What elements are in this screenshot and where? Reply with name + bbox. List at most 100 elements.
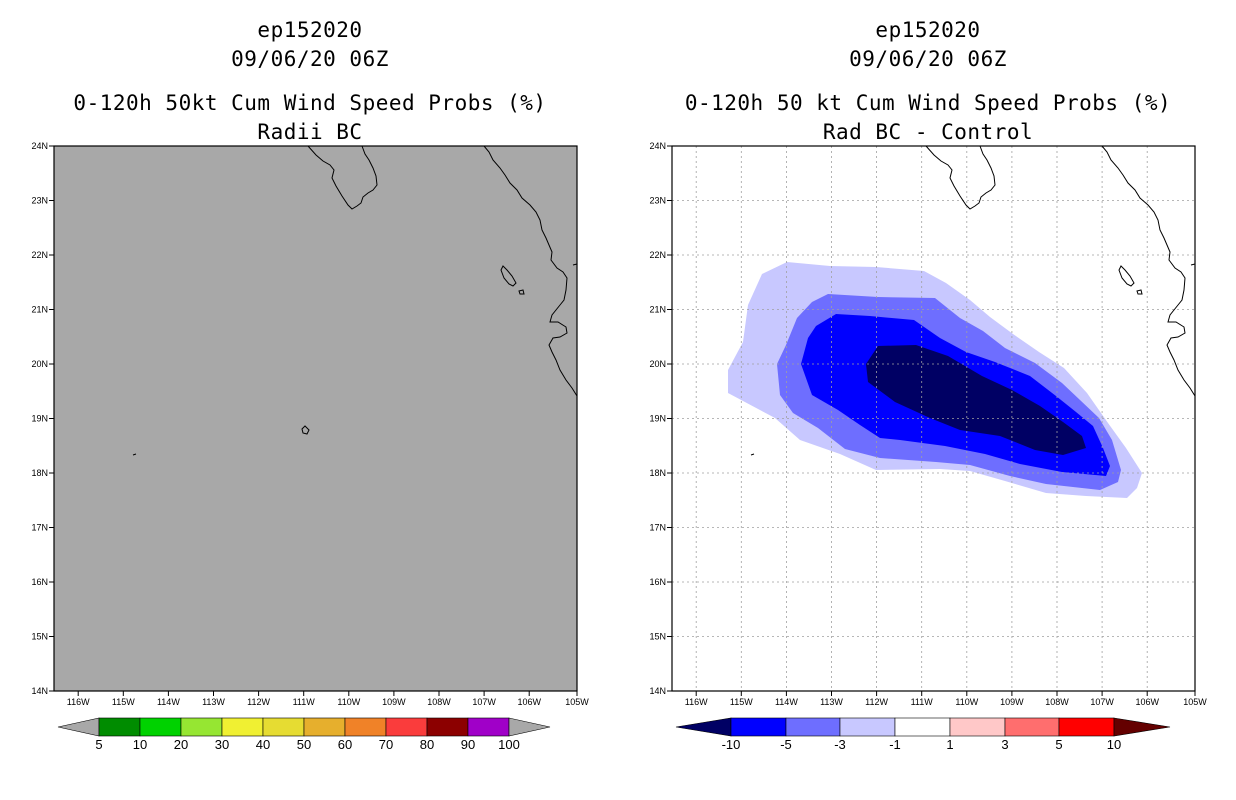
lat-label: 15N	[31, 632, 48, 642]
cb-left-arrow-low	[57, 717, 100, 737]
cb-label: 90	[461, 737, 475, 752]
lon-label: 106W	[1135, 697, 1159, 707]
lon-label: 114W	[775, 697, 798, 707]
cb-label: 70	[379, 737, 393, 752]
right-title-subtitle: Rad BC - Control	[822, 120, 1034, 144]
cb-swatch	[949, 717, 1006, 737]
right-lon-labels: 116W 115W 114W 113W 112W 111W 110W 109W …	[685, 697, 1207, 707]
lon-label: 109W	[1000, 697, 1024, 707]
lat-label: 15N	[649, 632, 666, 642]
cb-swatch	[262, 717, 305, 737]
cb-label: 80	[420, 737, 434, 752]
cb-swatch	[98, 717, 141, 737]
lat-label: 19N	[649, 414, 666, 424]
cb-label: 5	[95, 737, 102, 752]
lat-label: 24N	[31, 141, 48, 151]
right-title-storm-id: ep152020	[875, 18, 981, 42]
cb-swatch	[385, 717, 428, 737]
cb-swatch	[730, 717, 787, 737]
left-title-datetime: 09/06/20 06Z	[231, 47, 389, 71]
lon-label: 111W	[293, 697, 316, 707]
cb-swatch	[1004, 717, 1060, 737]
lat-label: 18N	[31, 468, 48, 478]
cb-swatch	[894, 717, 951, 737]
lon-label: 105W	[1183, 697, 1207, 707]
lat-label: 22N	[649, 250, 666, 260]
cb-label: 10	[1107, 737, 1121, 752]
lon-label: 116W	[685, 697, 708, 707]
lon-label: 116W	[67, 697, 90, 707]
lon-label: 105W	[565, 697, 589, 707]
left-lat-labels: 24N 23N 22N 21N 20N 19N 18N 17N 16N 15N …	[31, 141, 48, 696]
lon-label: 108W	[1045, 697, 1069, 707]
cb-swatch	[180, 717, 223, 737]
left-colorbar	[57, 717, 551, 737]
lat-label: 17N	[31, 523, 48, 533]
lat-label: 14N	[649, 686, 666, 696]
lon-label: 111W	[911, 697, 934, 707]
cb-swatch	[139, 717, 182, 737]
right-lat-labels: 24N 23N 22N 21N 20N 19N 18N 17N 16N 15N …	[649, 141, 666, 696]
cb-label: 1	[946, 737, 953, 752]
lon-label: 112W	[865, 697, 888, 707]
lat-label: 16N	[31, 577, 48, 587]
cb-label: 60	[338, 737, 352, 752]
left-title-product: 0-120h 50kt Cum Wind Speed Probs (%)	[73, 91, 547, 115]
right-coastline	[750, 145, 1196, 456]
lon-label: 110W	[955, 697, 978, 707]
cb-label: 10	[133, 737, 147, 752]
lat-label: 21N	[649, 305, 666, 315]
left-map-fill	[54, 146, 577, 691]
lon-label: 107W	[1090, 697, 1114, 707]
left-colorbar-labels: 5 10 20 30 40 50 60 70 80 90 100	[95, 737, 519, 752]
cb-label: -3	[834, 737, 846, 752]
lat-label: 18N	[649, 468, 666, 478]
lon-label: 113W	[820, 697, 843, 707]
lat-label: 21N	[31, 305, 48, 315]
cb-label: 30	[215, 737, 229, 752]
cb-swatch	[344, 717, 387, 737]
cb-swatch	[426, 717, 469, 737]
lon-label: 114W	[157, 697, 180, 707]
lat-label: 16N	[649, 577, 666, 587]
cb-swatch	[839, 717, 896, 737]
lon-label: 109W	[382, 697, 406, 707]
right-axes	[667, 145, 1196, 696]
lat-label: 23N	[649, 196, 666, 206]
lon-label: 113W	[202, 697, 225, 707]
cb-label: -5	[780, 737, 792, 752]
lon-label: 107W	[472, 697, 496, 707]
cb-right-arrow-high	[1113, 717, 1171, 737]
cb-right-arrow-low	[675, 717, 732, 737]
lat-label: 23N	[31, 196, 48, 206]
lat-label: 14N	[31, 686, 48, 696]
left-axes	[49, 145, 578, 696]
cb-swatch	[785, 717, 841, 737]
cb-label: -1	[889, 737, 901, 752]
lon-label: 110W	[337, 697, 360, 707]
cb-label: 3	[1001, 737, 1008, 752]
right-colorbar	[675, 717, 1171, 737]
lat-label: 20N	[31, 359, 48, 369]
lat-label: 20N	[649, 359, 666, 369]
lon-label: 106W	[517, 697, 541, 707]
left-coastline	[132, 145, 578, 456]
contour-minus10	[866, 345, 1086, 455]
right-colorbar-labels: -10 -5 -3 -1 1 3 5 10	[722, 737, 1122, 752]
left-map-panel	[53, 145, 578, 692]
cb-label: -10	[722, 737, 741, 752]
cb-label: 40	[256, 737, 270, 752]
right-map-panel	[671, 145, 1196, 692]
cb-swatch	[467, 717, 510, 737]
left-lon-labels: 116W 115W 114W 113W 112W 111W 110W 109W …	[67, 697, 589, 707]
lat-label: 24N	[649, 141, 666, 151]
cb-left-arrow-high	[508, 717, 551, 737]
right-title-datetime: 09/06/20 06Z	[849, 47, 1007, 71]
lat-label: 19N	[31, 414, 48, 424]
lat-label: 17N	[649, 523, 666, 533]
cb-label: 100	[498, 737, 520, 752]
lon-label: 108W	[427, 697, 451, 707]
cb-label: 50	[297, 737, 311, 752]
cb-swatch	[303, 717, 346, 737]
left-title-subtitle: Radii BC	[257, 120, 363, 144]
